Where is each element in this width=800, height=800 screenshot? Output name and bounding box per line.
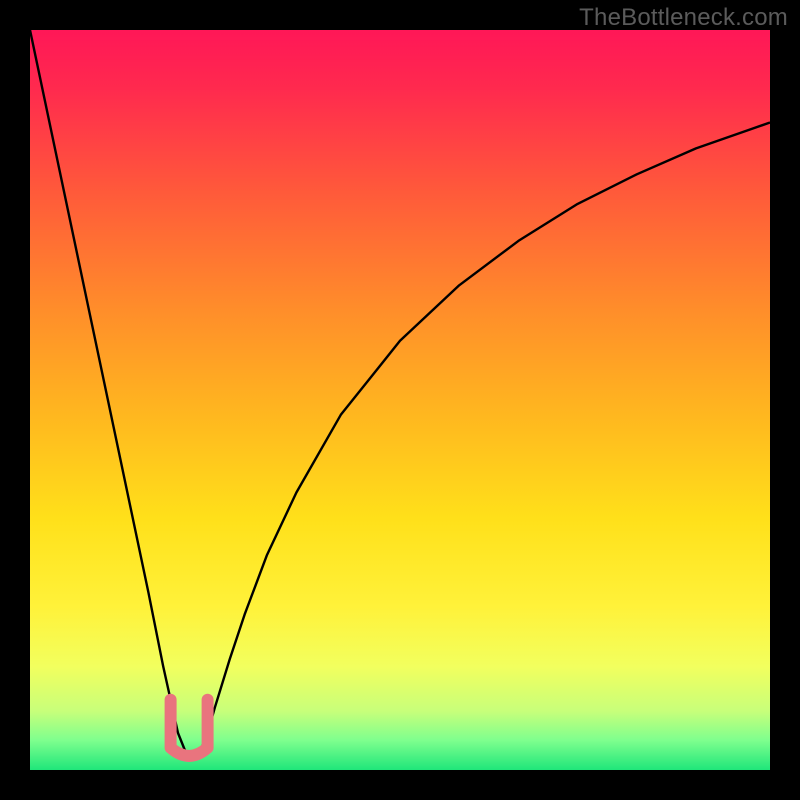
- chart-canvas: [0, 0, 800, 800]
- chart-stage: TheBottleneck.com: [0, 0, 800, 800]
- watermark-text: TheBottleneck.com: [579, 4, 788, 32]
- chart-background: [30, 30, 770, 770]
